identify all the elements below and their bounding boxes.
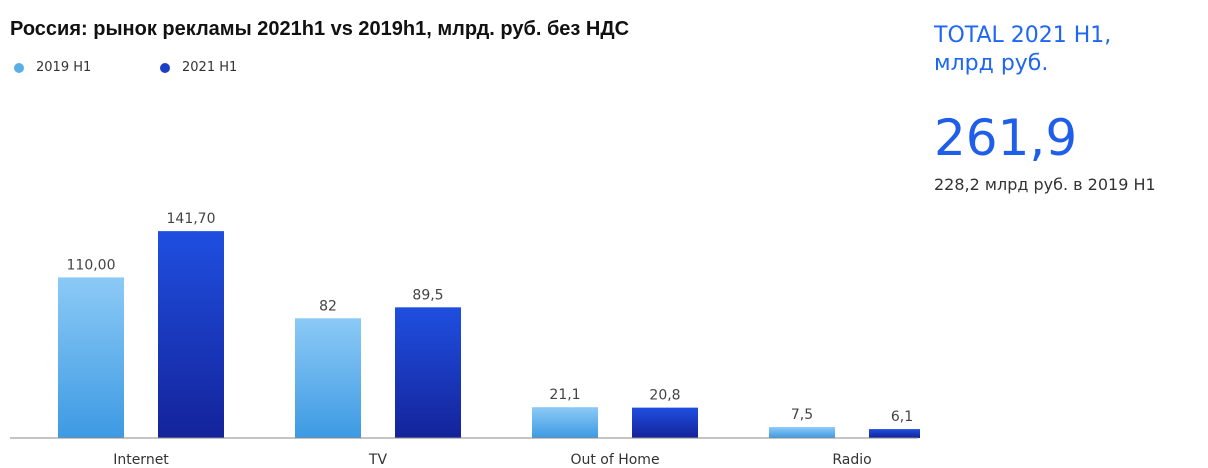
- bar-2021-1: [395, 307, 461, 438]
- data-label-2021-0: 141,70: [167, 211, 216, 227]
- data-label-2021-2: 20,8: [649, 388, 680, 404]
- x-tick-label-3: Radio: [832, 452, 871, 468]
- bar-2019-2: [532, 407, 598, 438]
- total-panel: TOTAL 2021 H1, млрд руб. 261,9 228,2 млр…: [934, 22, 1208, 196]
- total-value: 261,9: [934, 110, 1208, 166]
- x-tick-label-2: Out of Home: [570, 452, 659, 468]
- data-label-2019-3: 7,5: [791, 407, 813, 423]
- data-label-2019-2: 21,1: [549, 387, 580, 403]
- bar-chart: 110,00 141,70 Internet 82 89,5 TV 21,1 20,8 Out …: [0, 0, 920, 468]
- total-comparison: 228,2 млрд руб. в 2019 H1: [934, 174, 1208, 196]
- data-label-2021-1: 89,5: [412, 287, 443, 303]
- bar-2021-2: [632, 408, 698, 438]
- total-heading: TOTAL 2021 H1, млрд руб.: [934, 22, 1164, 78]
- bar-2021-0: [158, 231, 224, 438]
- bar-2019-0: [58, 277, 124, 438]
- bar-2021-3: [869, 429, 920, 438]
- bar-2019-3: [769, 427, 835, 438]
- bar-2019-1: [295, 318, 361, 438]
- data-label-2021-3: 6,1: [891, 409, 913, 425]
- data-label-2019-0: 110,00: [67, 257, 116, 273]
- x-tick-label-0: Internet: [113, 452, 169, 468]
- x-tick-label-1: TV: [368, 452, 388, 468]
- data-label-2019-1: 82: [319, 298, 337, 314]
